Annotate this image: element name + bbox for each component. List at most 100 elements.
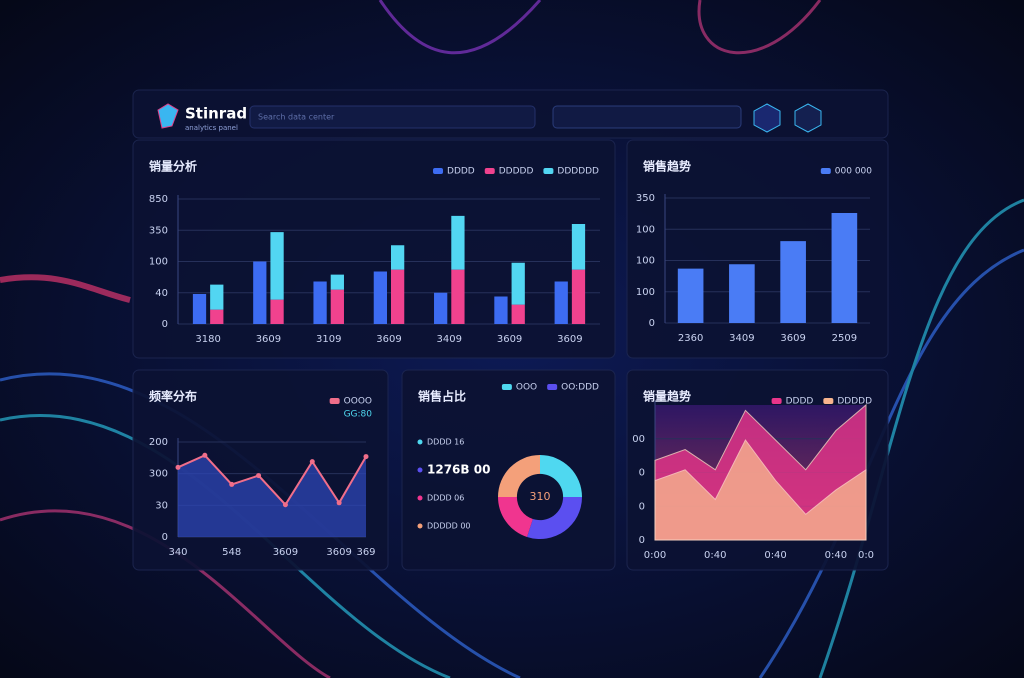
y-tick-label: 0 bbox=[639, 535, 645, 546]
x-tick-label: 3609 bbox=[376, 334, 401, 345]
panel bbox=[132, 139, 616, 359]
x-tick-label: 3609 bbox=[497, 334, 522, 345]
bar bbox=[373, 271, 387, 324]
point bbox=[229, 481, 235, 487]
legend-swatch bbox=[771, 398, 782, 404]
legend-swatch bbox=[329, 398, 340, 404]
y-tick-label: 300 bbox=[149, 469, 168, 480]
area-fill bbox=[178, 455, 366, 537]
legend-label: OOO bbox=[516, 383, 537, 393]
bar bbox=[494, 296, 508, 324]
badge-icon[interactable] bbox=[794, 103, 822, 133]
chart-subtitle: GG:80 bbox=[344, 410, 373, 420]
x-tick-label: 0:0 bbox=[858, 550, 874, 561]
x-tick-label: 3409 bbox=[437, 334, 462, 345]
y-tick-label: 00 bbox=[632, 434, 645, 445]
y-tick-label: 100 bbox=[149, 257, 168, 268]
point bbox=[336, 500, 342, 506]
bar bbox=[391, 245, 405, 270]
badge-icon[interactable] bbox=[753, 103, 781, 133]
legend-label: DDDDDD bbox=[557, 167, 599, 177]
x-tick-label: 0:00 bbox=[644, 550, 666, 561]
y-tick-label: 100 bbox=[636, 256, 655, 267]
bar bbox=[330, 289, 344, 324]
bar bbox=[391, 269, 405, 324]
point bbox=[256, 473, 262, 479]
legend-label: DDDD bbox=[447, 167, 475, 177]
legend-swatch bbox=[501, 384, 512, 390]
bar bbox=[330, 274, 344, 290]
category-label: DDDD 06 bbox=[427, 494, 464, 503]
x-tick-label: 0:40 bbox=[704, 550, 726, 561]
x-tick-label: 2360 bbox=[678, 333, 703, 344]
point bbox=[309, 459, 315, 465]
x-tick-label: 3609 bbox=[273, 547, 298, 558]
point bbox=[363, 454, 369, 460]
point bbox=[175, 464, 181, 470]
bar bbox=[554, 281, 568, 324]
y-tick-label: 40 bbox=[155, 288, 168, 299]
chart-title: 销量趋势 bbox=[643, 389, 691, 404]
legend-swatch bbox=[484, 168, 495, 174]
bar bbox=[571, 269, 586, 324]
legend-label: OO:DDD bbox=[561, 383, 599, 393]
logo-text: Stinrad bbox=[185, 105, 247, 123]
category-label: DDDD 16 bbox=[427, 438, 464, 447]
point bbox=[282, 502, 288, 508]
bar bbox=[253, 261, 267, 324]
line bbox=[177, 454, 367, 507]
bar bbox=[831, 213, 858, 323]
y-tick-label: 350 bbox=[149, 225, 168, 236]
bar bbox=[511, 262, 525, 305]
search-box[interactable] bbox=[249, 105, 536, 129]
legend-dot bbox=[417, 467, 423, 473]
area bbox=[654, 439, 867, 541]
x-tick-label: 0:40 bbox=[764, 550, 786, 561]
legend-swatch bbox=[543, 168, 554, 174]
legend-label: DDDD bbox=[786, 397, 814, 407]
x-tick-label: 548 bbox=[222, 547, 241, 558]
bar bbox=[451, 215, 465, 270]
bar bbox=[511, 304, 525, 324]
bar bbox=[451, 269, 465, 324]
bar bbox=[434, 292, 448, 324]
x-tick-label: 3409 bbox=[729, 333, 754, 344]
x-tick-label: 3609 bbox=[780, 333, 805, 344]
point bbox=[202, 452, 208, 458]
x-tick-label: 2509 bbox=[832, 333, 857, 344]
toolbar[interactable] bbox=[552, 105, 742, 129]
chart-title: 销量分析 bbox=[149, 159, 197, 174]
y-tick-label: 0 bbox=[639, 468, 645, 479]
bar bbox=[270, 232, 284, 300]
search-placeholder: Search data center bbox=[258, 113, 335, 122]
donut-segment bbox=[527, 497, 582, 539]
logo-icon bbox=[157, 103, 179, 129]
y-tick-label: 30 bbox=[155, 500, 168, 511]
legend-label: DDDDD bbox=[499, 167, 534, 177]
legend-swatch bbox=[547, 384, 558, 390]
legend-label: DDDDD bbox=[837, 397, 872, 407]
legend-dot bbox=[417, 439, 423, 445]
chart-title: 频率分布 bbox=[149, 389, 197, 404]
x-tick-label: 0:40 bbox=[825, 550, 847, 561]
legend-dot bbox=[417, 495, 423, 501]
center-label: 310 bbox=[530, 490, 551, 503]
bar bbox=[313, 281, 327, 324]
donut-segment bbox=[498, 497, 533, 537]
bar bbox=[210, 309, 224, 324]
y-tick-label: 100 bbox=[636, 287, 655, 298]
y-tick-label: 0 bbox=[639, 501, 645, 512]
bar bbox=[780, 241, 806, 323]
tagline: analytics panel bbox=[185, 124, 238, 132]
donut-segment bbox=[540, 455, 582, 497]
bar bbox=[192, 294, 207, 324]
legend-label: OOOO bbox=[344, 397, 372, 407]
x-tick-label: 340 bbox=[168, 547, 187, 558]
legend-dot bbox=[417, 523, 423, 529]
y-tick-label: 200 bbox=[149, 437, 168, 448]
y-tick-label: 350 bbox=[636, 193, 655, 204]
y-tick-label: 0 bbox=[162, 319, 168, 330]
legend-swatch bbox=[433, 168, 444, 174]
chart-title: 销售趋势 bbox=[643, 159, 691, 174]
